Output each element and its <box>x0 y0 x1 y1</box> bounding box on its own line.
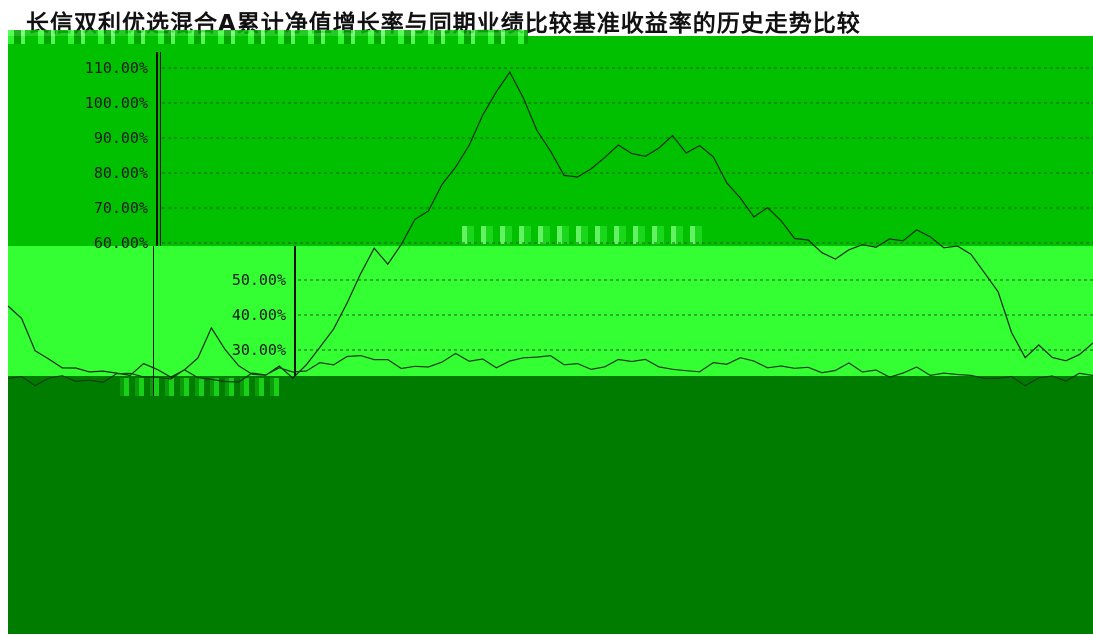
series-line-nav-growth <box>7 70 1093 380</box>
left-panel-block <box>8 246 156 376</box>
y-tick-label: 80.00% <box>94 164 148 182</box>
panel-divider <box>153 246 154 396</box>
y-tick-label: 90.00% <box>94 129 148 147</box>
series-line-benchmark <box>7 352 1093 387</box>
plot-area-lower-band <box>8 376 1093 634</box>
y-tick-label: 40.00% <box>232 306 286 324</box>
y-tick-label: 30.00% <box>232 341 286 359</box>
y-axis-line-lower <box>294 246 296 376</box>
corrupted-strip-low <box>120 378 280 396</box>
corrupted-strip-top <box>8 30 528 44</box>
y-tick-label: 60.00% <box>94 234 148 252</box>
y-tick-label: 50.00% <box>232 271 286 289</box>
y-tick-label: 100.00% <box>85 94 148 112</box>
corrupted-strip-mid <box>462 226 702 244</box>
y-tick-labels: 110.00% 100.00% 90.00% 80.00% 70.00% 60.00% 50… <box>85 59 286 359</box>
plot-area-top-band <box>8 36 1093 246</box>
y-axis-line-upper <box>156 52 158 246</box>
y-tick-label: 70.00% <box>94 199 148 217</box>
y-axis-line-upper-inner <box>160 52 161 246</box>
plot-area-middle-band <box>8 246 1093 376</box>
gridlines <box>162 67 1093 351</box>
y-tick-label: 110.00% <box>85 59 148 77</box>
series-lines <box>7 70 1093 387</box>
